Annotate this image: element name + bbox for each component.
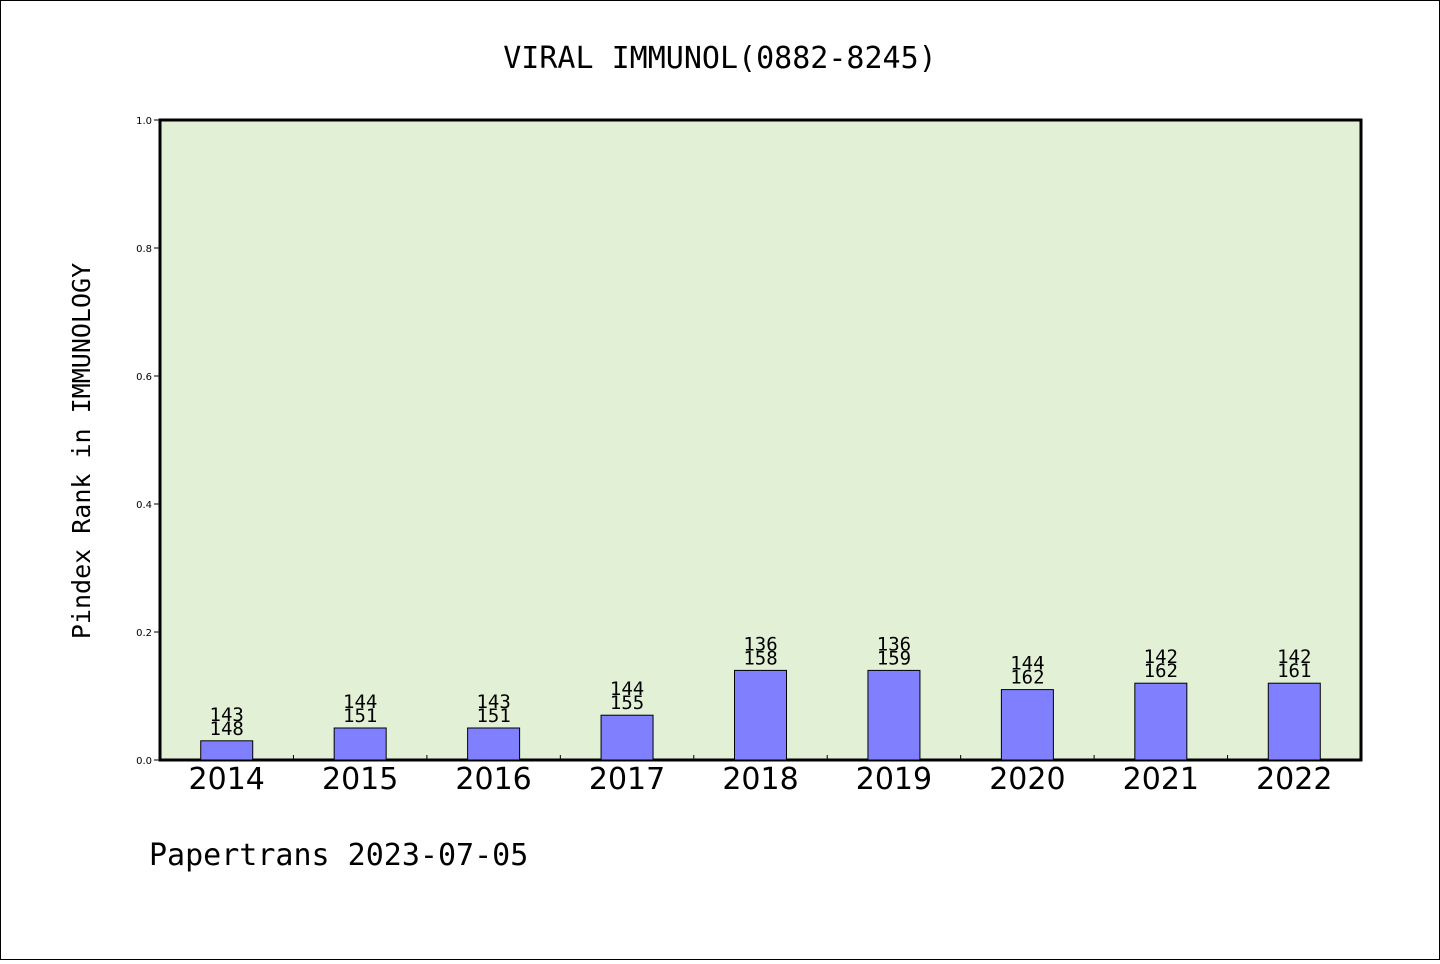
y-tick-label: 0.0 — [136, 756, 152, 767]
bar-2022 — [1267, 682, 1321, 761]
bar-total-label: 159 — [877, 647, 911, 669]
x-tick-label: 2022 — [1256, 762, 1332, 797]
x-tick-label: 2018 — [722, 762, 798, 797]
y-tick-label: 0.6 — [136, 372, 152, 383]
bar-2014 — [200, 740, 254, 761]
x-tick-label: 2020 — [989, 762, 1065, 797]
footer-date: Papertrans 2023-07-05 — [149, 838, 528, 873]
bar-rank-label: 144 — [610, 678, 644, 700]
bar-total-label: 161 — [1277, 660, 1311, 682]
bar-rank-label: 142 — [1277, 646, 1311, 668]
bar-2017 — [600, 714, 654, 761]
bar-rank-label: 136 — [877, 633, 911, 655]
bar-total-label: 151 — [476, 705, 510, 727]
bar-rank-label: 144 — [343, 691, 377, 713]
bar-rank-label: 142 — [1144, 646, 1178, 668]
plot-area — [158, 118, 1363, 762]
bar-total-label: 148 — [210, 718, 244, 740]
x-tick-label: 2015 — [322, 762, 398, 797]
bar-total-label: 151 — [343, 705, 377, 727]
x-tick-label: 2019 — [856, 762, 932, 797]
bar-2020 — [1000, 689, 1054, 761]
bar-rank-label: 136 — [743, 633, 777, 655]
bar-total-label: 162 — [1010, 667, 1044, 689]
x-tick-label: 2017 — [589, 762, 665, 797]
bar-2019 — [867, 669, 921, 761]
bar-rank-label: 144 — [1010, 653, 1044, 675]
x-tick-label: 2021 — [1123, 762, 1199, 797]
bar-total-label: 158 — [743, 647, 777, 669]
y-axis-label: Pindex Rank in IMMUNOLOGY — [67, 263, 96, 639]
bar-2018 — [734, 669, 787, 761]
bar-2021 — [1134, 682, 1188, 761]
x-tick-label: 2014 — [189, 762, 265, 797]
bar-total-label: 162 — [1144, 660, 1178, 682]
chart-title: VIRAL IMMUNOL(0882-8245) — [503, 41, 936, 76]
x-axis: 2014 2015 2016 2017 2018 2019 2020 2021 2022 — [189, 755, 1332, 797]
y-tick-label: 0.4 — [136, 500, 152, 511]
y-tick-label: 0.8 — [136, 244, 152, 255]
bar-total-label: 155 — [610, 692, 644, 714]
y-tick-label: 0.2 — [136, 628, 152, 639]
bar-rank-label: 143 — [476, 691, 510, 713]
bar-2015 — [333, 727, 387, 761]
x-tick-label: 2016 — [455, 762, 531, 797]
bar-2016 — [467, 727, 521, 761]
y-tick-label: 1.0 — [136, 116, 152, 127]
y-axis: 0.0 0.2 0.4 0.6 0.8 1.0 — [136, 116, 160, 767]
bar-rank-label: 143 — [210, 704, 244, 726]
